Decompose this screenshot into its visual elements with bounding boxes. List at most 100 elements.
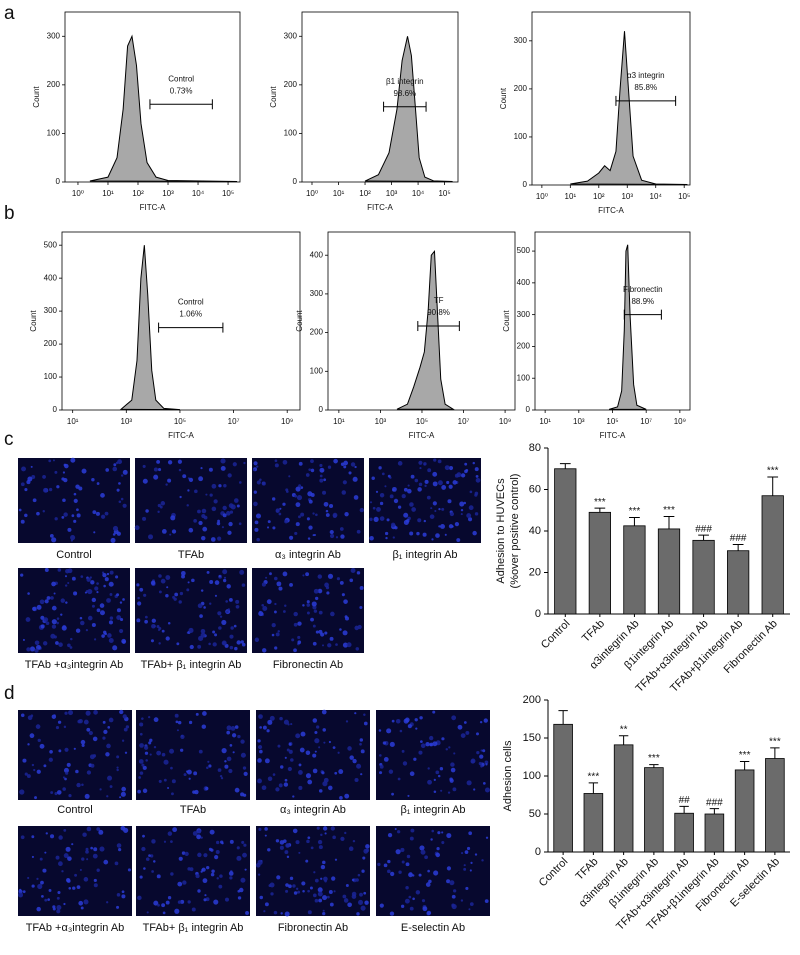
cell-nucleus	[356, 912, 360, 916]
cell-nucleus	[300, 486, 304, 489]
cell-nucleus	[228, 871, 234, 876]
cell-nucleus	[105, 468, 110, 472]
bar	[623, 525, 646, 615]
cell-nucleus	[267, 520, 271, 524]
cell-nucleus	[205, 897, 210, 902]
cell-nucleus	[20, 713, 25, 718]
cell-nucleus	[86, 826, 92, 832]
cell-nucleus	[221, 640, 227, 646]
cell-nucleus	[261, 582, 266, 587]
cell-nucleus	[320, 877, 323, 880]
cell-nucleus	[293, 891, 298, 895]
cell-nucleus	[174, 592, 179, 597]
cell-nucleus	[407, 724, 412, 729]
cell-nucleus	[225, 511, 231, 516]
cell-nucleus	[420, 740, 423, 744]
cell-nucleus	[51, 581, 56, 587]
cell-nucleus	[194, 789, 199, 795]
cell-nucleus	[283, 719, 289, 725]
cell-nucleus	[188, 777, 191, 780]
cell-nucleus	[55, 855, 60, 860]
cell-nucleus	[449, 880, 455, 886]
cell-nucleus	[156, 874, 161, 879]
y-axis-label: Count	[32, 86, 41, 108]
cell-nucleus	[429, 514, 435, 519]
cell-nucleus	[113, 463, 117, 467]
cell-nucleus	[166, 586, 169, 589]
cell-nucleus	[90, 580, 95, 585]
cell-nucleus	[80, 575, 84, 578]
cell-nucleus	[327, 573, 334, 579]
y-tick-label: 500	[517, 246, 531, 255]
cell-nucleus	[379, 501, 384, 506]
cell-nucleus	[110, 537, 116, 543]
cell-nucleus	[409, 531, 414, 536]
cell-nucleus	[182, 880, 187, 885]
cell-nucleus	[236, 855, 242, 861]
cell-nucleus	[230, 726, 236, 731]
cell-nucleus	[318, 610, 323, 615]
cell-nucleus	[388, 769, 394, 774]
cell-nucleus	[437, 831, 441, 835]
cell-nucleus	[177, 900, 182, 904]
cell-nucleus	[437, 480, 443, 486]
cell-nucleus	[427, 779, 432, 785]
cell-nucleus	[106, 743, 111, 749]
gate-label: Control	[168, 74, 194, 83]
cell-nucleus	[342, 894, 347, 899]
cell-nucleus	[339, 628, 342, 631]
cell-nucleus	[81, 468, 87, 474]
image-label: TFAb +α₃integrin Ab	[25, 659, 124, 671]
cell-nucleus	[117, 459, 123, 465]
cell-nucleus	[264, 902, 269, 907]
cell-nucleus	[341, 593, 345, 597]
micrograph	[256, 826, 370, 916]
cell-nucleus	[265, 576, 268, 579]
cell-nucleus	[403, 487, 408, 492]
x-tick-label: Control	[539, 618, 573, 652]
cell-nucleus	[365, 844, 370, 849]
gate-label: TF	[434, 296, 444, 305]
cell-nucleus	[62, 776, 66, 779]
cell-nucleus	[317, 574, 323, 579]
x-tick-label: 10⁴	[412, 189, 425, 198]
cell-nucleus	[386, 728, 392, 734]
cell-nucleus	[29, 646, 36, 652]
cell-nucleus	[415, 890, 421, 895]
cell-nucleus	[42, 475, 46, 479]
cell-nucleus	[61, 625, 67, 631]
cell-nucleus	[306, 517, 310, 521]
cell-nucleus	[478, 761, 483, 766]
cell-nucleus	[280, 912, 283, 915]
cell-nucleus	[282, 610, 286, 613]
cell-nucleus	[109, 593, 113, 596]
error-bar	[679, 805, 689, 814]
cell-nucleus	[76, 508, 79, 512]
cell-nucleus	[330, 611, 335, 617]
cell-nucleus	[102, 736, 106, 740]
cell-nucleus	[389, 911, 395, 916]
cell-nucleus	[305, 572, 310, 577]
cell-nucleus	[182, 474, 187, 479]
cell-nucleus	[268, 884, 272, 888]
x-tick-label: 10⁴	[192, 189, 205, 198]
cell-nucleus	[158, 590, 162, 594]
cell-nucleus	[148, 741, 152, 745]
cell-nucleus	[463, 721, 467, 724]
cell-nucleus	[312, 718, 318, 723]
cell-nucleus	[142, 464, 146, 468]
cell-nucleus	[381, 472, 385, 476]
cell-nucleus	[295, 887, 299, 890]
cell-nucleus	[258, 827, 262, 831]
cell-nucleus	[422, 906, 428, 912]
cell-nucleus	[187, 489, 190, 492]
cell-nucleus	[172, 595, 176, 599]
cell-nucleus	[70, 637, 73, 641]
cell-nucleus	[203, 898, 207, 902]
cell-nucleus	[86, 577, 91, 582]
cell-nucleus	[33, 768, 36, 772]
cell-nucleus	[307, 779, 313, 785]
cell-nucleus	[317, 839, 323, 845]
cell-nucleus	[258, 714, 263, 719]
cell-nucleus	[29, 733, 35, 739]
